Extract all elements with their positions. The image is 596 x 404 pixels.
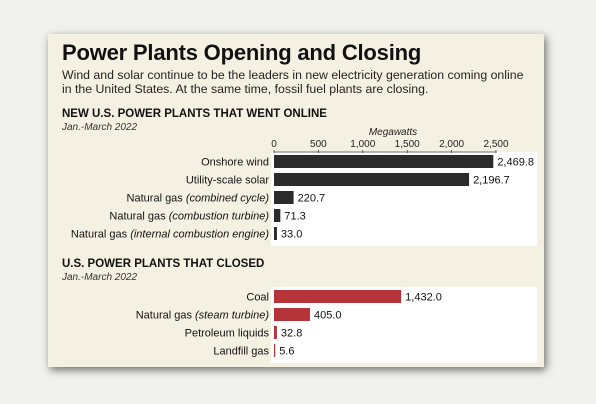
data-label: 5.6 (279, 346, 294, 358)
x-axis-label: Megawatts (369, 127, 417, 138)
x-tick-label: 2,000 (439, 139, 464, 150)
category-qualifier: (combustion turbine) (169, 211, 270, 223)
category-label: Coal (246, 292, 269, 304)
data-label: 2,196.7 (473, 175, 510, 187)
section-opened-period: Jan.-March 2022 (62, 122, 138, 133)
data-label: 33.0 (281, 229, 302, 241)
category-name: Coal (246, 292, 269, 304)
category-name: Natural gas (71, 229, 130, 241)
category-qualifier: (combined cycle) (186, 193, 269, 205)
bar (274, 326, 277, 339)
x-tick-label: 0 (271, 139, 277, 150)
category-name: Petroleum liquids (185, 328, 270, 340)
bar (274, 308, 310, 321)
bar (274, 227, 277, 240)
category-qualifier: (internal combustion engine) (130, 229, 269, 241)
x-tick-label: 2,500 (483, 139, 508, 150)
chart-subtitle: Wind and solar continue to be the leader… (62, 68, 524, 96)
bar (274, 191, 294, 204)
bar (274, 290, 402, 303)
data-label: 220.7 (298, 193, 326, 205)
category-name: Onshore wind (201, 157, 269, 169)
section-closed-title: U.S. POWER PLANTS THAT CLOSED (62, 258, 265, 270)
data-label: 71.3 (284, 211, 305, 223)
chart-title: Power Plants Opening and Closing (62, 40, 422, 65)
category-label: Natural gas (combined cycle) (127, 193, 270, 205)
category-name: Natural gas (109, 211, 168, 223)
section-closed-period: Jan.-March 2022 (62, 272, 138, 283)
bar (274, 155, 494, 168)
category-label: Natural gas (steam turbine) (136, 310, 270, 322)
category-name: Landfill gas (213, 346, 269, 358)
category-qualifier: (steam turbine) (195, 310, 269, 322)
category-label: Utility-scale solar (186, 175, 269, 187)
section-opened-title: NEW U.S. POWER PLANTS THAT WENT ONLINE (62, 108, 327, 120)
category-label: Natural gas (combustion turbine) (109, 211, 269, 223)
bar (274, 209, 281, 222)
x-tick-label: 500 (310, 139, 327, 150)
category-name: Natural gas (127, 193, 186, 205)
bar-chart: Megawatts 0 500 1,000 1,500 2,000 2,500 Onshore… (71, 127, 537, 363)
data-label: 32.8 (281, 328, 302, 340)
x-tick-label: 1,000 (350, 139, 375, 150)
bar (274, 173, 470, 186)
category-label: Petroleum liquids (185, 328, 270, 340)
data-label: 2,469.8 (497, 157, 534, 169)
bar (274, 344, 276, 357)
category-name: Natural gas (136, 310, 195, 322)
x-tick-label: 1,500 (395, 139, 420, 150)
data-label: 405.0 (314, 310, 342, 322)
category-label: Landfill gas (213, 346, 269, 358)
chart-card: Power Plants Opening and Closing Wind an… (48, 34, 544, 367)
data-label: 1,432.0 (405, 292, 442, 304)
category-label: Natural gas (internal combustion engine) (71, 229, 269, 241)
category-label: Onshore wind (201, 157, 269, 169)
category-name: Utility-scale solar (186, 175, 269, 187)
